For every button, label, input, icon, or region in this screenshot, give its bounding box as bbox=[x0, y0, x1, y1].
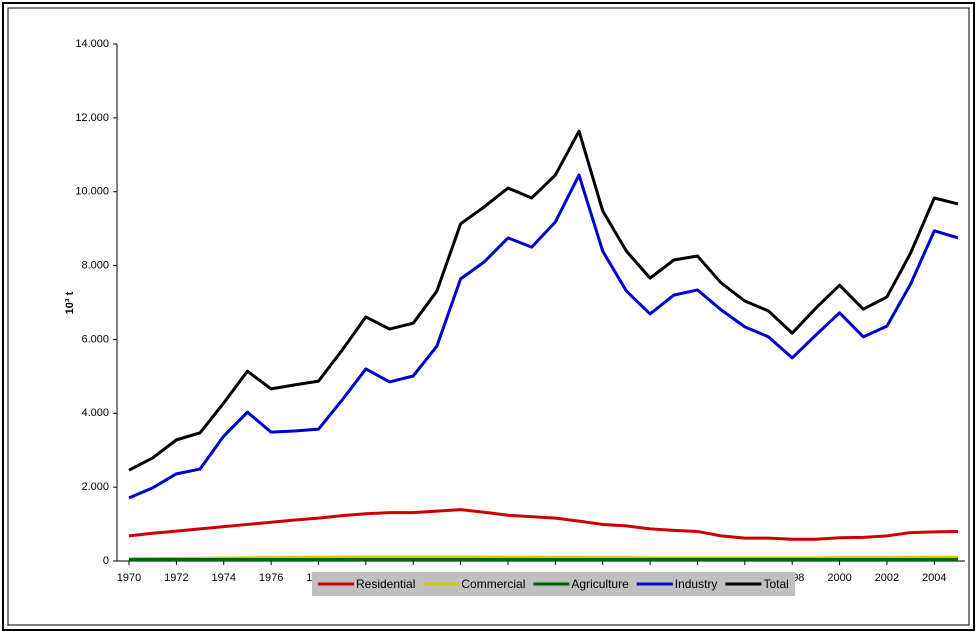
legend-label: Residential bbox=[356, 577, 415, 591]
x-tick-label: 1970 bbox=[117, 572, 141, 584]
legend-label: Agriculture bbox=[571, 577, 629, 591]
x-tick-label: 1972 bbox=[164, 572, 188, 584]
x-tick-label: 2000 bbox=[827, 572, 851, 584]
y-tick-label: 12.000 bbox=[75, 112, 109, 124]
series-line bbox=[128, 129, 959, 472]
y-tick-label: 0 bbox=[103, 555, 109, 567]
series-line bbox=[128, 173, 959, 500]
x-tick-label: 2004 bbox=[922, 572, 946, 584]
series-line bbox=[128, 508, 959, 541]
y-tick-label: 6.000 bbox=[81, 333, 109, 345]
y-tick-label: 4.000 bbox=[81, 407, 109, 419]
legend-label: Total bbox=[763, 577, 788, 591]
legend-label: Commercial bbox=[461, 577, 525, 591]
y-axis-label: 10³ t bbox=[64, 291, 76, 314]
y-tick-label: 8.000 bbox=[81, 259, 109, 271]
y-tick-label: 10.000 bbox=[75, 186, 109, 198]
x-tick-label: 2002 bbox=[875, 572, 899, 584]
y-tick-label: 14.000 bbox=[75, 38, 109, 50]
inner-frame bbox=[7, 7, 970, 626]
x-tick-label: 1976 bbox=[259, 572, 283, 584]
x-tick-label: 1974 bbox=[212, 572, 236, 584]
legend-label: Industry bbox=[675, 577, 718, 591]
series-line bbox=[128, 555, 958, 561]
y-tick-label: 2.000 bbox=[81, 481, 109, 493]
